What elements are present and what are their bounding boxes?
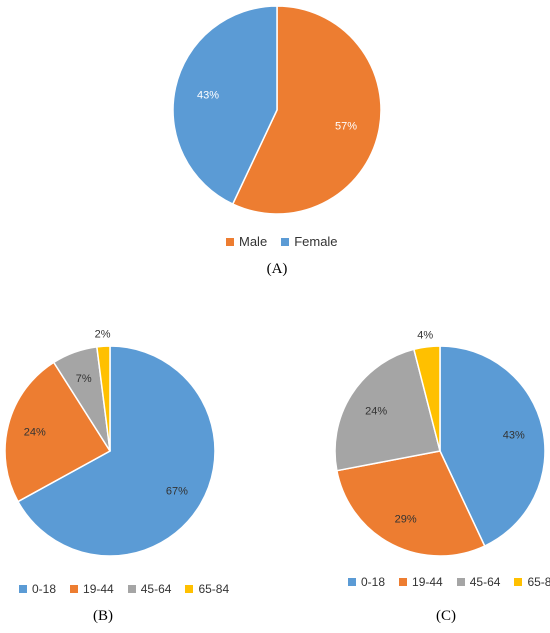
data-label-Female: 43% [197, 90, 219, 102]
legend-swatch-female [281, 237, 290, 246]
legend-swatch-19-44 [70, 585, 79, 593]
legend-label-male: Male [239, 234, 268, 249]
legend-item-female: Female [281, 234, 338, 249]
data-label-19-44: 29% [395, 513, 417, 525]
data-label-45-64: 24% [365, 405, 387, 417]
legend-label-19-44: 19-44 [83, 582, 114, 596]
legend-swatch-0-18 [348, 578, 356, 586]
legend-b: 0-18 19-44 45-64 65-84 [19, 582, 229, 596]
data-label-19-44: 24% [24, 427, 46, 439]
legend-label-65-84: 65-84 [527, 575, 550, 589]
legend-label-0-18: 0-18 [32, 582, 57, 596]
pie-slice-0-18 [16, 345, 216, 557]
data-label-0-18: 43% [503, 430, 525, 442]
pie-slice-65-84 [96, 345, 111, 452]
legend-item-male: Male [226, 234, 267, 249]
legend-swatch-45-64 [456, 578, 465, 586]
legend-item-19-44: 19-44 [70, 582, 114, 596]
data-label-Male: 57% [335, 120, 357, 132]
pie-slice-Male [231, 5, 382, 215]
legend-label-0-18: 0-18 [361, 575, 386, 589]
legend-c: 0-18 19-44 45-64 65-84 [348, 575, 550, 589]
legend-item-65-84: 65-84 [514, 575, 550, 589]
legend-item-65-84: 65-84 [185, 582, 229, 596]
pie-0: 57% 43% [172, 5, 382, 215]
legend-item-45-64: 45-64 [127, 582, 172, 596]
legend-item-0-18: 0-18 [19, 582, 56, 596]
legend-a: Male Female [226, 234, 338, 249]
caption-c: (C) [436, 608, 456, 624]
pie-slice-19-44 [4, 361, 112, 503]
pie-slice-Female [172, 5, 278, 206]
data-label-65-84: 2% [95, 329, 111, 341]
legend-label-45-64: 45-64 [469, 575, 501, 589]
caption-b: (B) [93, 608, 113, 624]
pie-slice-65-84 [412, 345, 441, 452]
pie-1: 67% 24% 7% 2% [4, 329, 216, 557]
data-label-45-64: 7% [76, 373, 92, 385]
legend-label-female: Female [294, 234, 338, 249]
legend-swatch-65-84 [185, 585, 194, 593]
legend-label-65-84: 65-84 [198, 582, 230, 596]
legend-label-45-64: 45-64 [140, 582, 172, 596]
legend-label-19-44: 19-44 [412, 575, 443, 589]
legend-swatch-19-44 [399, 578, 408, 586]
legend-swatch-65-84 [514, 578, 523, 586]
caption-a: (A) [266, 261, 288, 277]
legend-swatch-male [226, 237, 234, 246]
legend-swatch-0-18 [19, 585, 27, 593]
legend-item-19-44: 19-44 [399, 575, 443, 589]
pie-2: 43% 29% 24% 4% [334, 329, 546, 557]
pie-slice-45-64 [334, 348, 441, 472]
data-label-0-18: 67% [166, 486, 188, 498]
legend-item-0-18: 0-18 [348, 575, 385, 589]
data-label-65-84: 4% [417, 329, 433, 341]
legend-swatch-45-64 [127, 585, 136, 593]
pie-slice-19-44 [335, 450, 486, 557]
pie-slice-0-18 [439, 345, 546, 548]
legend-item-45-64: 45-64 [456, 575, 501, 589]
